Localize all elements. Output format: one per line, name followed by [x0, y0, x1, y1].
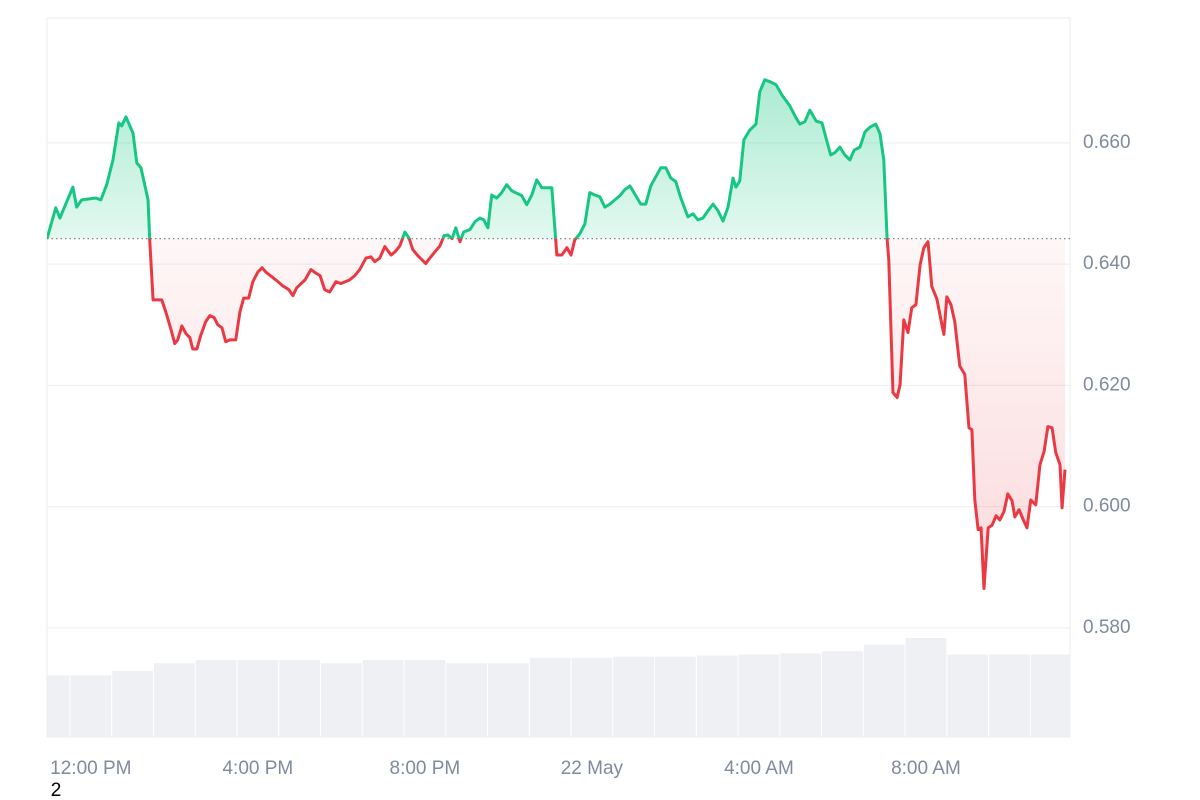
label-layer: 0.580 0.600 0.620 0.640 0.660 12:00 PM 4:00 PM…	[50, 132, 1130, 779]
grid-layer	[47, 142, 1070, 629]
volume-bar	[404, 660, 446, 737]
x-tick-label: 4:00 PM	[222, 758, 293, 779]
volume-bar	[362, 660, 404, 737]
volume-bar	[696, 655, 738, 737]
price-layer	[47, 78, 1070, 590]
volume-bar	[320, 663, 362, 737]
volume-bar	[780, 653, 822, 737]
volume-bar	[655, 656, 696, 737]
x-tick-label: 12:00 PM	[50, 758, 131, 779]
x-tick-label: 22 May	[561, 758, 624, 779]
volume-bar	[70, 675, 112, 737]
price-line	[47, 78, 1067, 590]
volume-bar	[237, 660, 279, 737]
volume-bar	[822, 651, 863, 737]
volume-bar	[488, 663, 529, 737]
volume-bar	[446, 663, 488, 737]
volume-bar	[738, 654, 780, 737]
volume-bar	[905, 638, 947, 737]
x-tick-label: 8:00 PM	[390, 758, 461, 779]
footnote: 2	[51, 780, 62, 800]
plot-frame	[46, 17, 1071, 738]
volume-bar	[613, 656, 655, 737]
y-tick-label: 0.620	[1083, 374, 1131, 395]
volume-bar	[279, 660, 320, 737]
x-tick-label: 4:00 AM	[724, 758, 794, 779]
y-tick-label: 0.640	[1083, 253, 1131, 274]
volume-layer	[47, 638, 1070, 737]
area	[47, 79, 1065, 589]
volume-bar	[947, 654, 989, 737]
volume-bar	[112, 671, 153, 737]
volume-bar	[863, 644, 905, 737]
x-tick-label: 8:00 AM	[891, 758, 961, 779]
volume-bar	[47, 675, 70, 737]
y-tick-label: 0.580	[1083, 617, 1131, 638]
volume-bar	[1030, 654, 1070, 737]
y-tick-label: 0.600	[1083, 496, 1131, 517]
y-tick-label: 0.660	[1083, 132, 1131, 153]
volume-bar	[195, 660, 237, 737]
volume-bar	[571, 657, 613, 737]
volume-bar	[153, 663, 195, 737]
volume-bar	[529, 657, 571, 737]
volume-bar	[989, 654, 1030, 737]
